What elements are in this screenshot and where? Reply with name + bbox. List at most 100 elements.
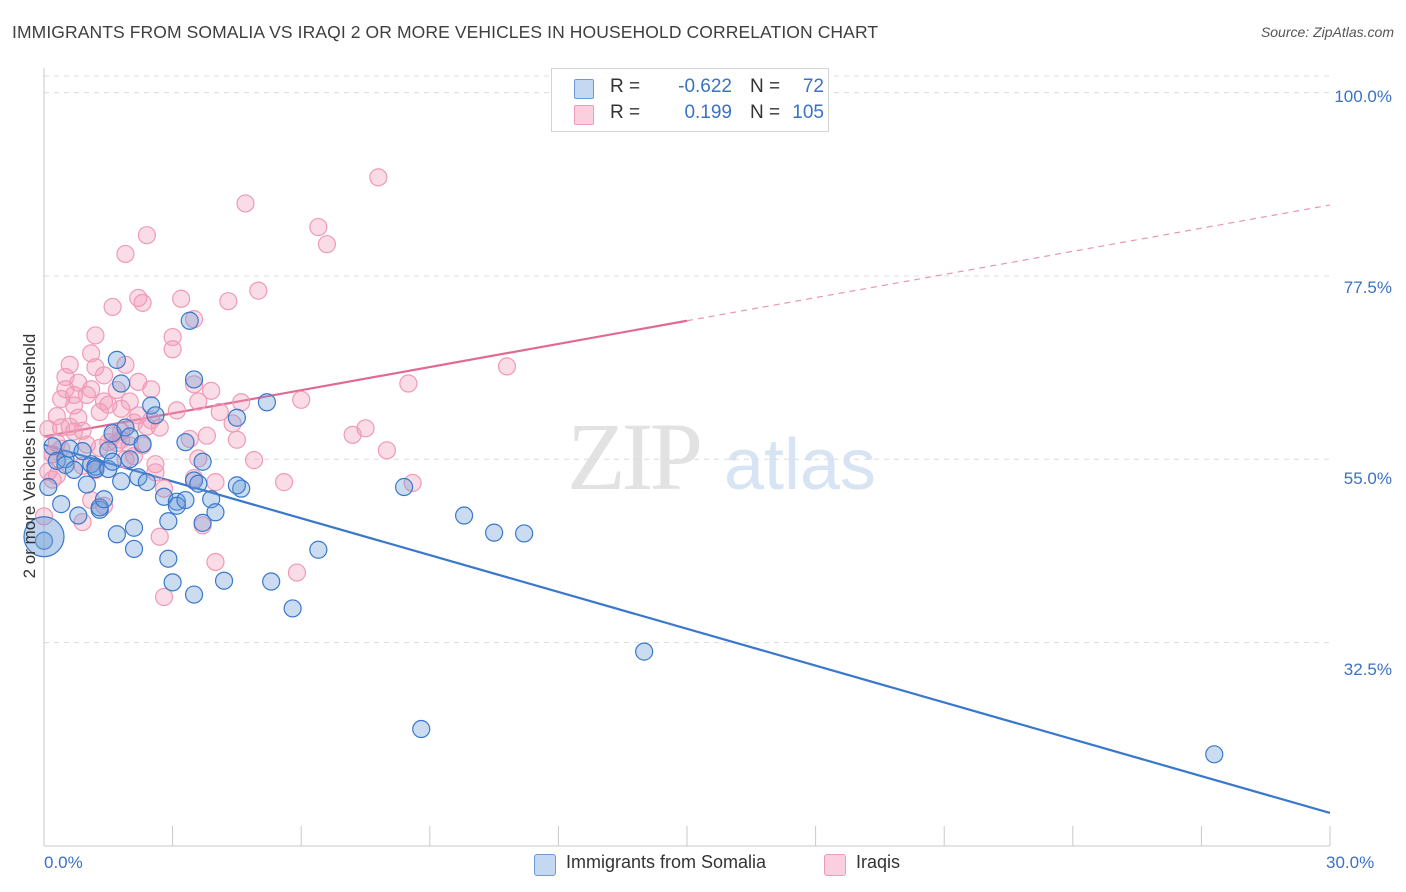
- iraqis-point: [137, 226, 156, 245]
- r-value: -0.622: [678, 76, 732, 97]
- somalia-point: [73, 442, 92, 461]
- somalia-point: [189, 474, 208, 493]
- iraqis-point: [377, 441, 397, 460]
- iraqis-point: [103, 297, 122, 317]
- y-axis-label: 2 or more Vehicles in Household: [20, 333, 39, 579]
- somalia-point: [485, 523, 504, 542]
- x-tick-label-max: 30.0%: [1326, 853, 1375, 872]
- iraqis-point: [150, 527, 169, 546]
- iraqis-point: [73, 421, 92, 440]
- somalia-trend-line: [43, 443, 1331, 815]
- watermark: ZIP atlas: [567, 403, 876, 510]
- somalia-point: [124, 518, 144, 537]
- iraqis-point: [142, 380, 161, 399]
- y-tick-label: 77.5%: [1343, 278, 1392, 297]
- iraqis-point: [86, 326, 105, 345]
- somalia-point: [515, 524, 534, 543]
- somalia-swatch: [534, 854, 556, 876]
- somalia-point: [137, 473, 156, 492]
- somalia-point: [77, 475, 96, 494]
- iraqis-point: [309, 217, 328, 237]
- somalia-point: [309, 540, 328, 559]
- somalia-point: [180, 311, 199, 330]
- iraqis-swatch: [824, 854, 846, 876]
- iraqis-point: [77, 385, 96, 405]
- chart-source: Source: ZipAtlas.com: [1260, 24, 1394, 40]
- chart-title: IMMIGRANTS FROM SOMALIA VS IRAQI 2 OR MO…: [12, 22, 879, 42]
- somalia-point: [227, 408, 246, 427]
- somalia-point: [124, 539, 144, 559]
- iraqis-point: [172, 289, 191, 308]
- iraqis-point: [369, 168, 388, 187]
- iraqis-point: [244, 451, 264, 470]
- iraqis-point: [403, 473, 422, 493]
- somalia-point: [39, 477, 58, 497]
- x-tick-label-min: 0.0%: [44, 853, 83, 872]
- iraqis-point: [219, 292, 238, 311]
- iraqis-swatch: [574, 105, 594, 125]
- iraqis-point: [52, 418, 71, 437]
- r-value: 0.199: [684, 102, 732, 123]
- somalia-point: [133, 434, 152, 453]
- iraqis-point: [202, 381, 221, 400]
- somalia-point: [129, 468, 148, 487]
- somalia-point: [184, 370, 204, 389]
- iraqis-point: [189, 392, 208, 411]
- somalia-point: [184, 585, 204, 604]
- iraqis-point: [163, 340, 182, 359]
- somalia-point: [64, 460, 84, 479]
- somalia-point: [227, 476, 246, 495]
- iraqis-point: [94, 366, 114, 385]
- iraqis-point: [399, 374, 418, 393]
- somalia-point: [69, 506, 88, 525]
- somalia-point: [454, 506, 474, 525]
- iraqis-point: [60, 355, 79, 374]
- somalia-point: [159, 512, 178, 531]
- iraqis-point: [274, 473, 294, 492]
- iraqis-trend-line: [43, 319, 688, 438]
- iraqis-point: [120, 392, 139, 411]
- somalia-point: [262, 572, 281, 591]
- iraqis-point: [356, 419, 375, 438]
- somalia-point: [163, 573, 182, 592]
- iraqis-point: [236, 194, 255, 213]
- n-value: 105: [792, 102, 824, 123]
- iraqis-point: [197, 426, 216, 445]
- n-value: 72: [802, 76, 824, 97]
- somalia-point: [159, 549, 178, 568]
- somalia-point: [146, 406, 165, 425]
- somalia-swatch: [574, 79, 594, 99]
- somalia-point: [206, 503, 225, 522]
- somalia-point: [193, 513, 212, 532]
- r-label: R =: [610, 76, 641, 97]
- iraqis-point: [47, 407, 66, 426]
- iraqis-point: [249, 281, 268, 300]
- somalia-point: [112, 374, 131, 393]
- somalia-point: [142, 396, 161, 415]
- correlation-legend: R = -0.622 N = 72 R = 0.199 N = 105: [551, 68, 829, 132]
- iraqis-point: [206, 473, 225, 492]
- iraqis-points: [34, 168, 517, 607]
- somalia-point: [99, 441, 118, 460]
- somalia-point: [107, 525, 126, 544]
- somalia-point: [86, 459, 105, 479]
- iraqis-point: [167, 401, 186, 420]
- iraqis-point: [497, 357, 517, 376]
- somalia-point: [116, 418, 135, 437]
- somalia-point: [412, 719, 431, 739]
- iraqis-point: [184, 375, 204, 394]
- iraqis-point: [116, 355, 135, 374]
- iraqis-point: [210, 402, 229, 422]
- somalia-point: [94, 490, 114, 509]
- somalia-point: [176, 433, 195, 452]
- somalia-point: [214, 571, 234, 590]
- iraqis-point: [133, 293, 152, 312]
- legend-label: Immigrants from Somalia: [566, 852, 767, 872]
- n-label: N =: [750, 102, 781, 123]
- somalia-point: [52, 495, 71, 514]
- somalia-point: [176, 490, 195, 510]
- somalia-point: [34, 531, 54, 550]
- somalia-point: [90, 498, 109, 517]
- somalia-point: [1205, 745, 1224, 764]
